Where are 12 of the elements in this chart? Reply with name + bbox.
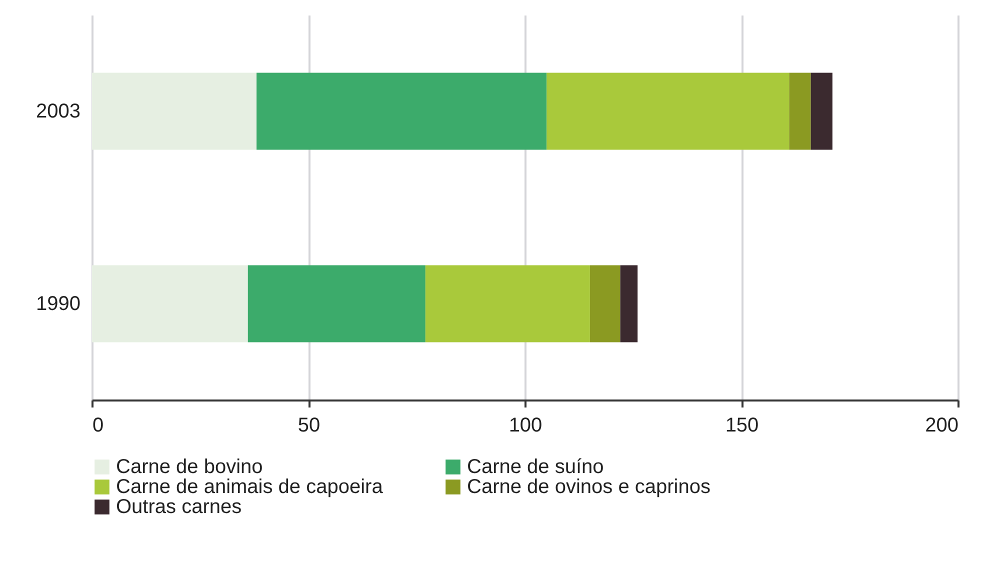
x-tick-label: 150	[725, 414, 759, 436]
legend-label: Outras carnes	[116, 496, 242, 518]
x-tick-label: 200	[925, 414, 958, 436]
legend-label: Carne de suíno	[467, 456, 604, 478]
y-tick-label: 1990	[36, 292, 80, 315]
x-tick-label: 0	[92, 414, 104, 436]
x-tick-label: 50	[298, 414, 320, 436]
legend-label: Carne de ovinos e caprinos	[467, 476, 710, 498]
legend-label: Carne de bovino	[116, 456, 263, 478]
x-tick-label: 100	[508, 414, 542, 436]
y-tick-label: 2003	[36, 100, 80, 122]
legend-label: Carne de animais de capoeira	[116, 476, 384, 498]
